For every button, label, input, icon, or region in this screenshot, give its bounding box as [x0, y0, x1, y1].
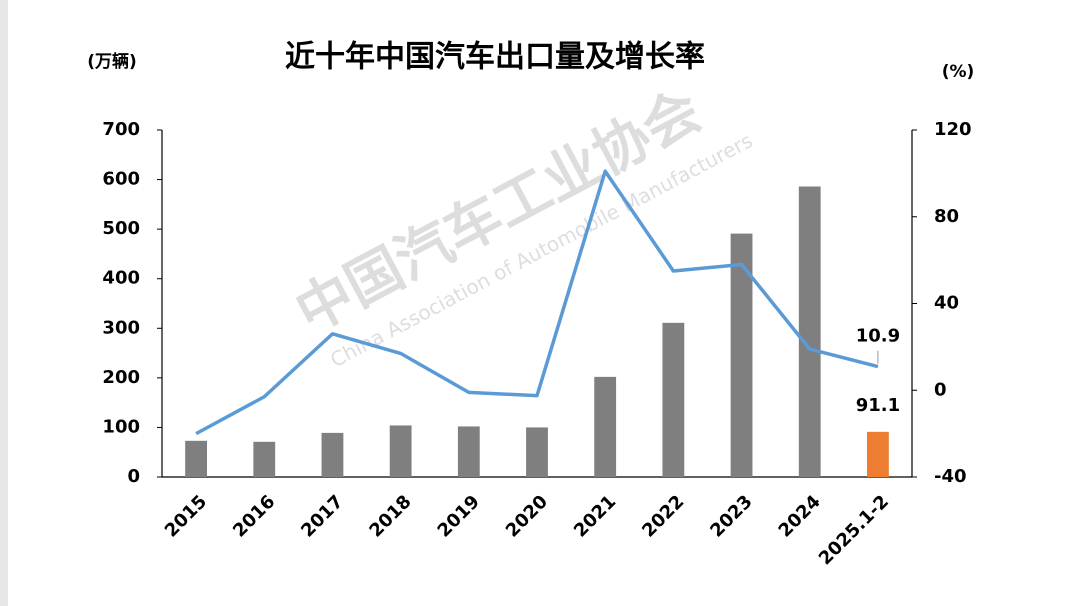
y-tick-label: 700	[102, 119, 140, 140]
page-edge	[0, 0, 8, 606]
bar	[526, 427, 548, 477]
y-tick-label: 600	[102, 169, 140, 190]
x-tick-label: 2018	[365, 491, 415, 541]
x-tick-label: 2017	[297, 491, 347, 541]
y-tick-label: 200	[102, 367, 140, 388]
x-tick-label: 2020	[502, 491, 552, 541]
y2-tick-label: 80	[934, 206, 959, 227]
bar	[867, 431, 889, 477]
bar	[662, 322, 685, 477]
y2-tick-label: 120	[934, 119, 972, 140]
y2-tick-label: 40	[934, 293, 959, 314]
bar	[798, 186, 821, 478]
x-tick-label: 2019	[434, 491, 484, 541]
chart-title: 近十年中国汽车出口量及增长率	[285, 40, 705, 75]
y-tick-label: 300	[102, 317, 140, 338]
bar	[185, 440, 207, 477]
y2-axis-label: (%)	[942, 62, 975, 82]
watermark-cn: 中国汽车工业协会	[285, 78, 711, 346]
x-tick-label: 2023	[706, 491, 756, 541]
bar	[730, 233, 753, 477]
y-tick-label: 0	[127, 466, 140, 487]
watermark: 中国汽车工业协会 China Association of Automobile…	[285, 78, 756, 372]
bar	[594, 376, 617, 477]
y-axis-label: (万辆)	[87, 51, 137, 72]
data-label: 91.1	[856, 395, 900, 416]
x-tick-label: 2015	[161, 491, 211, 541]
bar	[389, 425, 412, 477]
x-tick-label: 2016	[229, 491, 279, 541]
y-tick-label: 400	[102, 268, 140, 289]
y2-tick-label: -40	[934, 466, 967, 487]
x-tick-label: 2021	[570, 491, 620, 541]
x-tick-label: 2024	[775, 491, 825, 541]
y2-tick-label: 0	[934, 379, 947, 400]
bar	[321, 432, 344, 477]
bar	[457, 426, 480, 477]
y-tick-label: 100	[102, 416, 140, 437]
data-label: 10.9	[856, 326, 900, 347]
x-tick-label: 2025.1-2	[815, 491, 893, 569]
line	[195, 169, 879, 436]
bar	[253, 441, 276, 477]
x-tick-label: 2022	[638, 491, 688, 541]
y-tick-label: 500	[102, 218, 140, 239]
